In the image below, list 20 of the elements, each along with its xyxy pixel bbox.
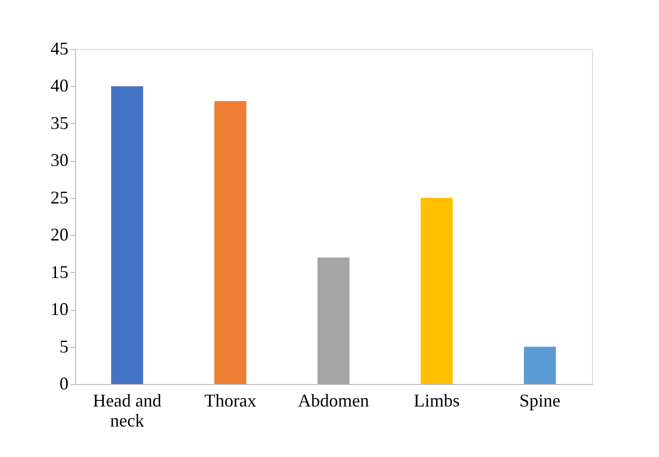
x-tick-label: Abdomen: [298, 390, 369, 410]
bar: [318, 257, 350, 384]
y-tick-label: 20: [50, 224, 68, 245]
y-tick-label: 25: [50, 187, 68, 208]
bar: [524, 346, 556, 384]
y-tick-label: 10: [50, 299, 68, 320]
x-tick-label: Thorax: [204, 390, 256, 410]
y-tick-label: 0: [60, 374, 68, 394]
y-tick-label: 15: [50, 262, 68, 282]
x-tick-label: Limbs: [414, 390, 460, 410]
y-tick-label: 40: [50, 76, 68, 96]
y-tick-label: 5: [60, 336, 68, 356]
x-tick-label: Head and neck: [92, 390, 162, 430]
bar: [111, 86, 144, 384]
y-tick-label: 35: [50, 112, 68, 133]
y-tick-label: 30: [50, 150, 68, 170]
x-tick-label: Spine: [519, 390, 560, 410]
bar: [214, 101, 246, 384]
y-tick-label: 45: [50, 38, 68, 58]
bar: [420, 198, 453, 384]
